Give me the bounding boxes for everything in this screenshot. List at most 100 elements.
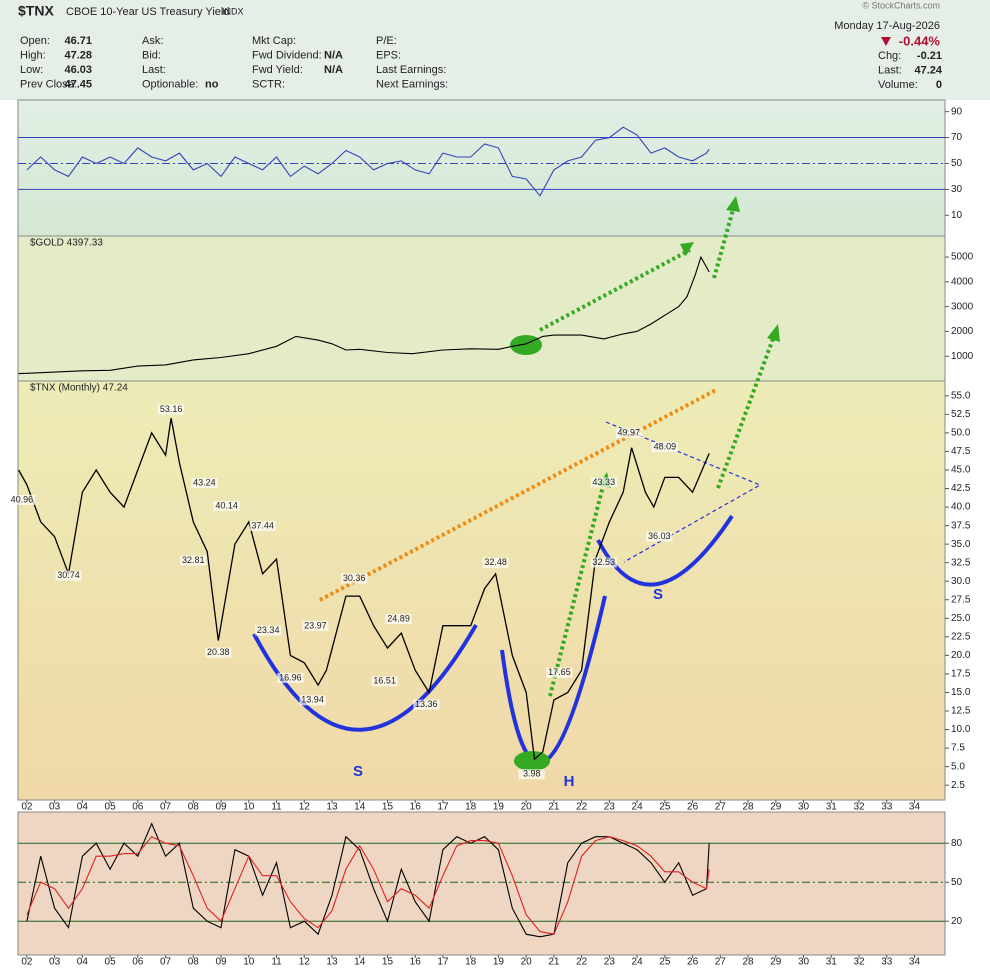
x-tick-label: 04 (77, 957, 89, 968)
x-tick-label: 10 (243, 957, 255, 968)
x-tick-label: 28 (742, 957, 754, 968)
y-tick-label: 32.5 (951, 557, 971, 568)
value-label-bg (8, 494, 35, 505)
series-line (26, 126, 710, 197)
x-tick-label: 17 (437, 802, 449, 813)
field-label: Last Earnings: (376, 64, 446, 76)
field-value: 47.28 (64, 49, 92, 61)
x-tick-label: 17 (437, 957, 449, 968)
x-tick-label: 29 (770, 802, 782, 813)
x-tick-label: 26 (687, 802, 699, 813)
x-tick-label: 16 (410, 957, 422, 968)
x-tick-label: 12 (299, 957, 311, 968)
field-label: Last: (878, 64, 902, 76)
x-tick-label: 14 (354, 957, 366, 968)
value-label-bg (299, 695, 326, 706)
x-tick-label: 27 (715, 957, 727, 968)
watermark: © StockCharts.com (862, 0, 940, 10)
rsi-panel (17, 99, 946, 237)
x-tick-label: 24 (632, 802, 644, 813)
value-label-bg (255, 625, 282, 636)
value-label-bg (213, 501, 240, 512)
x-tick-label: 34 (909, 957, 921, 968)
x-tick-label: 19 (493, 802, 505, 813)
series-line (26, 822, 710, 938)
field-label: Chg: (878, 50, 901, 62)
y-tick-label: 20 (951, 916, 963, 927)
x-tick-label: 27 (715, 802, 727, 813)
x-tick-label: 32 (853, 802, 865, 813)
field-label: SCTR: (252, 78, 285, 90)
x-tick-label: 30 (798, 957, 810, 968)
y-tick-label: 55.0 (951, 390, 971, 401)
y-tick-label: 25.0 (951, 613, 971, 624)
x-tick-label: 25 (659, 802, 671, 813)
date: Monday 17-Aug-2026 (834, 20, 940, 32)
x-tick-label: 10 (243, 802, 255, 813)
y-tick-label: 52.5 (951, 409, 971, 420)
x-tick-label: 22 (576, 802, 588, 813)
field-label: Mkt Cap: (252, 35, 296, 47)
value-label-bg (518, 769, 545, 780)
arrows (539, 205, 776, 697)
y-tick-label: 12.5 (951, 706, 971, 717)
value-label-bg (385, 614, 412, 625)
value-label-bg (277, 672, 304, 683)
y-tick-label: 50.0 (951, 428, 971, 439)
value-label: 17.65 (548, 667, 571, 677)
field-label: Fwd Yield: (252, 64, 303, 76)
y-tick-label: 30 (951, 184, 963, 195)
value-label: 3.98 (523, 769, 541, 779)
value-label: 16.51 (373, 676, 396, 686)
value-label-bg (482, 557, 509, 568)
header: $TNX CBOE 10-Year US Treasury Yield INDX… (18, 0, 940, 48)
value-label-bg (205, 647, 232, 658)
value-label-bg (180, 555, 207, 566)
x-tick-label: 08 (188, 802, 200, 813)
x-tick-label: 11 (271, 802, 282, 813)
y-tick-label: 7.5 (951, 743, 965, 754)
resistance-line (319, 388, 717, 602)
x-tick-label: 03 (49, 957, 61, 968)
arrow (712, 205, 736, 279)
value-label-bg (55, 570, 82, 581)
x-tick-label: 32 (853, 957, 865, 968)
value-label-bg (371, 676, 398, 687)
y-tick-label: 15.0 (951, 687, 971, 698)
x-tick-label: 03 (49, 802, 61, 813)
x-tick-label: 20 (521, 802, 533, 813)
x-tick-label: 24 (632, 957, 644, 968)
field-value: 47.45 (64, 78, 92, 90)
x-tick-label: 05 (105, 802, 117, 813)
y-tick-label: 3000 (951, 301, 974, 312)
x-tick-label: 14 (354, 802, 366, 813)
value-label-bg (302, 620, 329, 631)
x-tick-label: 07 (160, 957, 172, 968)
value-label-bg (413, 699, 440, 710)
value-label: 40.14 (215, 500, 238, 510)
field-label: Prev Close: (20, 78, 77, 90)
field-label: P/E: (376, 35, 397, 47)
y-tick-label: 4000 (951, 276, 974, 287)
x-tick-label: 21 (548, 957, 560, 968)
value-label: 48.09 (654, 441, 677, 451)
value-label: 20.38 (207, 647, 230, 657)
x-tick-label: 11 (271, 957, 282, 968)
value-label: 32.48 (484, 557, 507, 567)
field-label: Fwd Dividend: (252, 49, 322, 61)
value-label-bg (646, 531, 673, 542)
x-tick-label: 05 (105, 957, 117, 968)
y-tick-label: 35.0 (951, 539, 971, 550)
value-label-bg (341, 573, 368, 584)
y-tick-label: 2.5 (951, 780, 965, 791)
name: CBOE 10-Year US Treasury Yield (66, 6, 229, 18)
value-label: 53.16 (160, 404, 183, 414)
x-tick-label: 18 (465, 802, 477, 813)
x-tick-label: 19 (493, 957, 505, 968)
value-label: 13.94 (301, 695, 324, 705)
x-tick-label: 25 (659, 957, 671, 968)
field-label: EPS: (376, 49, 401, 61)
value-label-bg (590, 477, 617, 488)
pattern-label: S (653, 586, 663, 603)
